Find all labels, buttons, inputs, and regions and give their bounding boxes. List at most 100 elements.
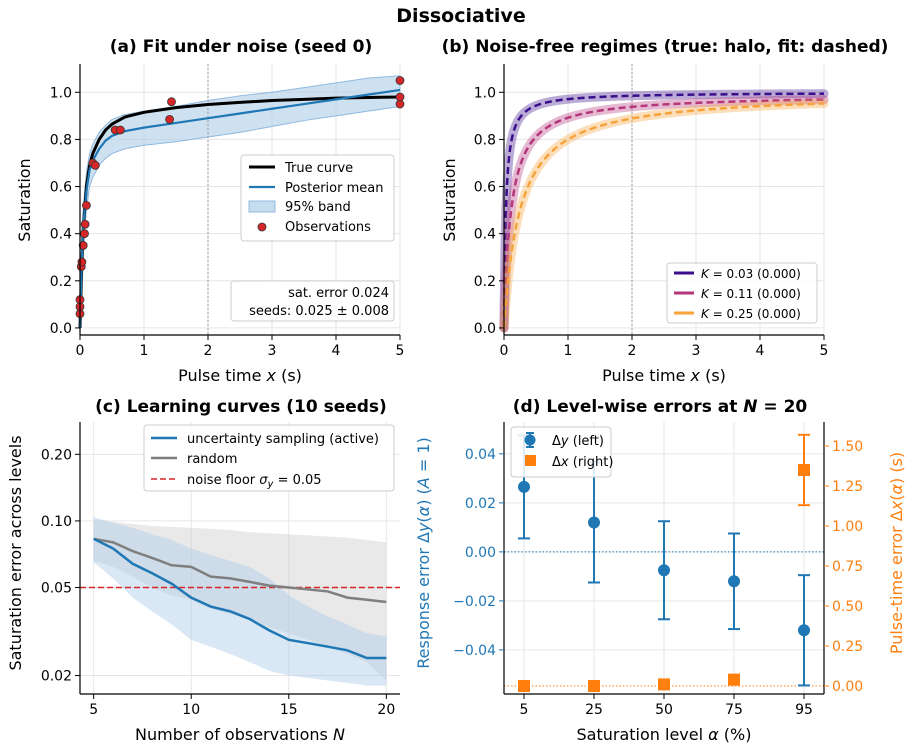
y-tick-label: 0.2 [474, 274, 496, 290]
y-tick-label: 0.6 [50, 180, 72, 196]
y-tick-label: 0.02 [41, 669, 72, 685]
x-tick-label: 5 [820, 343, 829, 359]
x-tick-label: 20 [377, 702, 395, 718]
y-tick-label: 0.25 [832, 639, 863, 655]
x-tick-label: 3 [692, 343, 701, 359]
x-tick-label: 50 [655, 702, 673, 718]
y-tick-label: 1.0 [474, 85, 496, 101]
panel-b-title: (b) Noise-free regimes (true: halo, fit:… [442, 37, 889, 57]
legend-true-curve: True curve [284, 161, 353, 176]
dy-point [798, 624, 810, 637]
panel-d-legend: Δy (left) Δx (right) [510, 426, 613, 478]
observation-point [165, 114, 175, 124]
dx-point [798, 464, 810, 476]
observation-point [167, 97, 176, 107]
x-tick-label: 15 [280, 702, 298, 718]
x-tick-label: 95 [795, 702, 813, 718]
dy-point [588, 516, 600, 529]
observation-point [82, 200, 91, 210]
y-tick-label: 0.6 [474, 180, 496, 196]
panel-c: (c) Learning curves (10 seeds) 5 10 15 20 0… [6, 397, 400, 744]
y-tick-label: 0.0 [474, 321, 496, 337]
panel-a-yticks: 0.0 0.2 0.4 0.6 0.8 1.0 [50, 85, 80, 337]
annotation-sat-error: sat. error 0.024 [288, 286, 389, 301]
y-tick-label: 0.0 [50, 321, 72, 337]
x-tick-label: 5 [396, 343, 405, 359]
observation-point [395, 92, 405, 102]
observation-point [77, 257, 87, 267]
x-tick-label: 2 [628, 343, 637, 359]
y-tick-label: 0.10 [41, 514, 72, 530]
fit-dashed-line [502, 102, 825, 329]
x-tick-label: 1 [140, 343, 149, 359]
y-tick-label: 1.25 [832, 479, 863, 495]
dx-point [728, 673, 740, 686]
dx-point [588, 680, 600, 692]
y-tick-label: 0.04 [465, 447, 496, 463]
x-tick-label: 1 [564, 343, 573, 359]
y-tick-label: 0.75 [832, 559, 863, 575]
dx-point [518, 680, 530, 692]
panel-c-ylabel: Saturation error across levels [6, 435, 25, 670]
x-tick-label: 4 [756, 343, 765, 359]
observation-points [75, 76, 405, 319]
legend-active: uncertainty sampling (active) [187, 432, 379, 447]
legend-k1: K = 0.03 (0.000) [701, 267, 801, 281]
panel-d-yticks-right: 0.00 0.25 0.50 0.75 1.00 1.25 1.50 [824, 439, 863, 695]
x-tick-label: 75 [725, 702, 743, 718]
legend-dy: Δy (left) [552, 434, 604, 449]
x-tick-label: 5 [89, 702, 98, 718]
y-tick-label: 0.50 [832, 599, 863, 615]
panel-a-xlabel: Pulse time x (s) [178, 366, 302, 385]
y-tick-label: −0.02 [453, 594, 496, 610]
x-tick-label: 10 [182, 702, 200, 718]
y-tick-label: 1.00 [832, 519, 863, 535]
observation-point [78, 241, 88, 250]
legend-k3: K = 0.25 (0.000) [701, 307, 801, 321]
panel-b: (b) Noise-free regimes (true: halo, fit:… [440, 37, 888, 385]
x-tick-label: 5 [520, 702, 529, 718]
observation-point [80, 219, 90, 229]
y-tick-label: 0.05 [41, 580, 72, 596]
panel-a-title: (a) Fit under noise (seed 0) [110, 37, 372, 57]
legend-noise-floor: noise floor σy = 0.05 [187, 473, 322, 490]
figure-suptitle: Dissociative [396, 5, 525, 27]
panel-b-legend: K = 0.03 (0.000) K = 0.11 (0.000) K = 0.… [666, 262, 818, 324]
y-tick-label: 1.0 [50, 85, 72, 101]
fit-dashed-line [502, 92, 825, 328]
panel-b-axes [503, 64, 824, 336]
y-tick-label: 0.00 [832, 679, 863, 695]
legend-k2: K = 0.11 (0.000) [701, 287, 801, 301]
observation-point [80, 229, 89, 239]
y-tick-label: 0.02 [465, 496, 496, 512]
y-tick-label: 0.4 [50, 227, 72, 243]
panel-c-legend: uncertainty sampling (active) random noi… [143, 424, 395, 492]
annotation-seeds: seeds: 0.025 ± 0.008 [249, 304, 389, 319]
posterior-mean-line [78, 88, 401, 328]
panel-a-xticks: 0 1 2 3 4 5 [76, 335, 405, 359]
y-tick-label: −0.04 [453, 643, 496, 659]
panel-c-yticks: 0.02 0.05 0.10 0.20 [41, 447, 80, 685]
panel-d-ylabel-right: Pulse-time error Δx(α) (s) [887, 452, 906, 654]
y-tick-label: 0.20 [41, 447, 72, 463]
dy-point [658, 564, 670, 577]
panel-c-xticks: 5 10 15 20 [89, 694, 395, 718]
x-tick-label: 0 [500, 343, 509, 359]
legend-posterior-mean: Posterior mean [285, 181, 383, 196]
panel-b-xticks: 0 1 2 3 4 5 [500, 335, 829, 359]
dx-point [658, 678, 670, 691]
panel-a-annotation: sat. error 0.024 seeds: 0.025 ± 0.008 [230, 280, 395, 322]
panel-b-xlabel: Pulse time x (s) [602, 366, 726, 385]
panel-a-ylabel: Saturation [15, 158, 34, 241]
legend-dx: Δx (right) [552, 455, 613, 470]
y-tick-label: 0.8 [474, 132, 496, 148]
panel-b-yticks: 0.0 0.2 0.4 0.6 0.8 1.0 [474, 85, 504, 337]
regime-curves [499, 89, 829, 333]
x-tick-label: 4 [332, 343, 341, 359]
y-tick-label: 0.2 [50, 274, 72, 290]
fit-dashed-line [502, 98, 825, 328]
y-tick-label: 0.4 [474, 227, 496, 243]
panel-a-axes [79, 64, 400, 336]
panel-b-ylabel: Saturation [440, 158, 459, 241]
